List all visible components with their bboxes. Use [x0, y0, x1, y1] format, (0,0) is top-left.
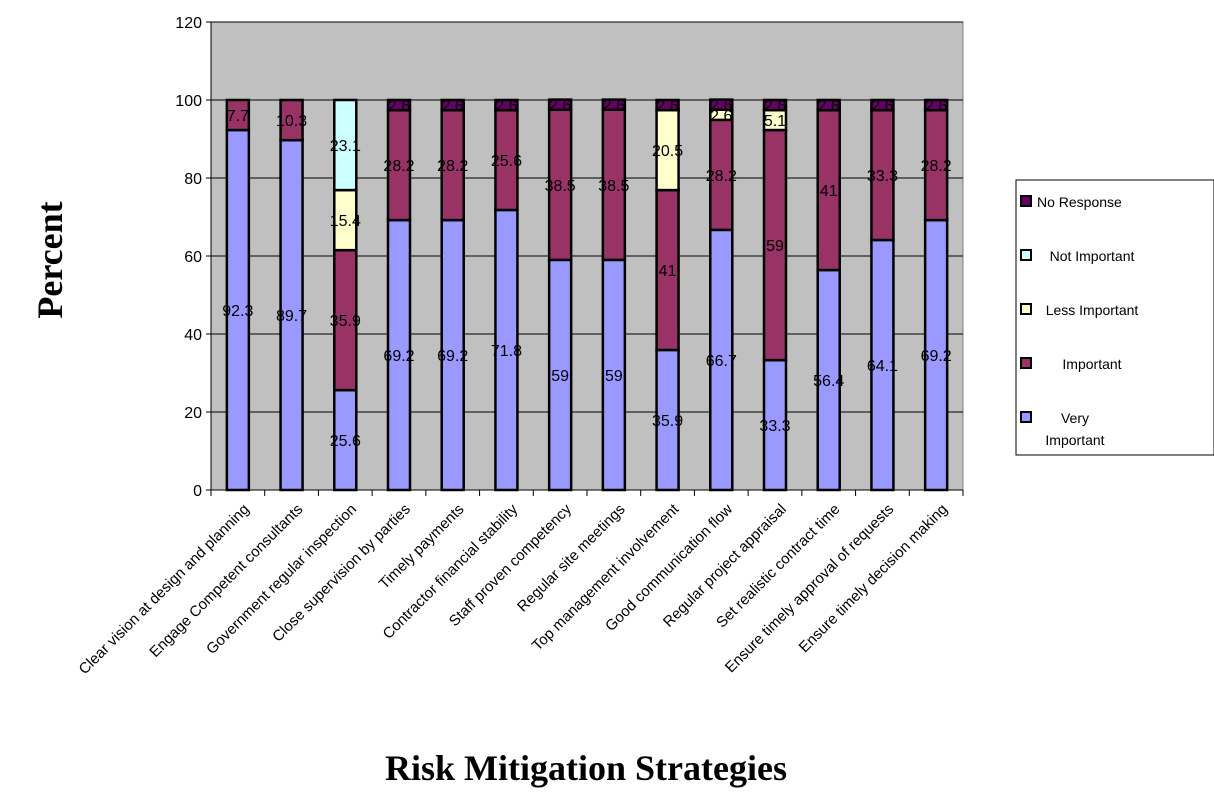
data-label-important-contractor-financial-stability: 25.6 [491, 153, 522, 170]
bar-no-response-ensure-timely-approval-of-requests [870, 98, 895, 112]
bar-important-clear-vision-at-design-and-planning [225, 98, 251, 132]
data-label-very-important-staff-proven-competency: 59 [551, 368, 569, 385]
data-label-very-important-engage-competent-consultants: 89.7 [276, 308, 307, 325]
legend-label-important: Important [1062, 356, 1121, 372]
legend-swatch-less-important [1020, 303, 1032, 315]
data-label-no-response-ensure-timely-decision-making: 2.6 [925, 98, 947, 115]
data-label-less-important-top-management-involvement: 20.5 [652, 143, 683, 160]
data-label-very-important-top-management-involvement: 35.9 [652, 413, 683, 430]
y-tick-label: 20 [184, 405, 202, 422]
bar-no-response-regular-site-meetings [601, 98, 627, 112]
y-tick-label: 120 [175, 15, 202, 32]
legend-label-no-response: No Response [1037, 194, 1122, 210]
bar-no-response-ensure-timely-decision-making [923, 98, 949, 112]
y-axis-title: Percent [30, 201, 70, 318]
data-label-important-set-realistic-contract-time: 41 [820, 183, 838, 200]
data-label-no-response-timely-payments: 2.6 [442, 98, 464, 115]
legend-label-very-important: Important [1045, 432, 1104, 448]
data-label-important-regular-project-appraisal: 59 [766, 238, 784, 255]
data-label-very-important-ensure-timely-decision-making: 69.2 [921, 348, 952, 365]
data-label-no-response-top-management-involvement: 2.6 [656, 98, 678, 115]
data-label-important-timely-payments: 28.2 [437, 158, 468, 175]
bar-no-response-good-communication-flow [709, 98, 734, 112]
data-label-important-government-regular-inspection: 35.9 [330, 313, 361, 330]
legend-swatch-important [1020, 357, 1032, 369]
y-tick-label: 40 [184, 327, 202, 344]
data-label-very-important-set-realistic-contract-time: 56.4 [813, 373, 844, 390]
data-label-no-response-contractor-financial-stability: 2.6 [495, 98, 517, 115]
data-label-important-clear-vision-at-design-and-planning: 7.7 [227, 108, 249, 125]
bars [225, 98, 949, 492]
legend-label-not-important: Not Important [1050, 248, 1135, 264]
legend-swatch-very-important [1020, 411, 1032, 423]
data-label-no-response-regular-project-appraisal: 2.6 [764, 98, 786, 115]
bar-no-response-timely-payments [440, 98, 465, 112]
bar-no-response-contractor-financial-stability [494, 98, 519, 112]
data-label-no-response-set-realistic-contract-time: 2.6 [818, 98, 840, 115]
data-label-no-response-staff-proven-competency: 2.6 [549, 98, 571, 115]
bar-no-response-regular-project-appraisal [762, 98, 788, 112]
data-label-very-important-contractor-financial-stability: 71.8 [491, 343, 522, 360]
data-label-less-important-good-communication-flow: 2.6 [710, 108, 732, 125]
data-label-very-important-ensure-timely-approval-of-requests: 64.1 [867, 358, 898, 375]
data-label-no-response-close-supervision-by-parties: 2.6 [388, 98, 410, 115]
data-label-very-important-clear-vision-at-design-and-planning: 92.3 [222, 303, 253, 320]
x-axis: Clear vision at design and planningEngag… [76, 489, 964, 678]
x-tick-label-regular-site-meetings: Regular site meetings [514, 501, 629, 616]
data-label-important-staff-proven-competency: 38.5 [545, 178, 576, 195]
y-tick-label: 60 [184, 249, 202, 266]
data-label-no-response-ensure-timely-approval-of-requests: 2.6 [871, 98, 893, 115]
bar-important-engage-competent-consultants [279, 98, 304, 142]
x-axis-title: Risk Mitigation Strategies [385, 748, 787, 788]
data-label-very-important-timely-payments: 69.2 [437, 348, 468, 365]
data-label-important-ensure-timely-decision-making: 28.2 [921, 158, 952, 175]
y-tick-label: 80 [184, 171, 202, 188]
y-tick-label: 100 [175, 93, 202, 110]
data-label-very-important-close-supervision-by-parties: 69.2 [383, 348, 414, 365]
bar-no-response-close-supervision-by-parties [386, 98, 412, 112]
data-label-not-important-government-regular-inspection: 23.1 [330, 138, 361, 155]
data-label-no-response-good-communication-flow: 2.6 [710, 98, 732, 115]
data-label-important-engage-competent-consultants: 10.3 [276, 113, 307, 130]
data-label-very-important-government-regular-inspection: 25.6 [330, 433, 361, 450]
legend: No Response Not Important Less Important Im… [1015, 179, 1214, 456]
y-axis: 0 20 40 60 80 100 120 [175, 15, 212, 500]
legend-swatch-not-important [1020, 249, 1032, 261]
data-label-no-response-regular-site-meetings: 2.6 [603, 98, 625, 115]
legend-swatch-no-response [1020, 195, 1032, 207]
data-label-important-good-communication-flow: 28.2 [706, 168, 737, 185]
data-label-important-top-management-involvement: 41 [659, 263, 677, 280]
bar-no-response-staff-proven-competency [547, 98, 573, 112]
bar-no-response-set-realistic-contract-time [816, 98, 841, 112]
legend-label-very-important: Very [1061, 410, 1089, 426]
data-label-less-important-regular-project-appraisal: 5.1 [764, 113, 786, 130]
data-label-important-ensure-timely-approval-of-requests: 33.3 [867, 168, 898, 185]
data-label-very-important-good-communication-flow: 66.7 [706, 353, 737, 370]
legend-box [1015, 179, 1214, 456]
data-label-less-important-government-regular-inspection: 15.4 [330, 213, 361, 230]
data-label-important-close-supervision-by-parties: 28.2 [383, 158, 414, 175]
bar-no-response-top-management-involvement [655, 98, 680, 112]
bar-not-important-government-regular-inspection [333, 98, 358, 192]
data-label-important-regular-site-meetings: 38.5 [598, 178, 629, 195]
data-label-very-important-regular-project-appraisal: 33.3 [759, 418, 790, 435]
y-tick-label: 0 [193, 483, 202, 500]
data-label-very-important-regular-site-meetings: 59 [605, 368, 623, 385]
legend-label-less-important: Less Important [1046, 302, 1139, 318]
data-labels: 92.3 7.7 89.7 10.3 25.6 35.9 15.4 23.1 69.2 28.2 2… [222, 98, 952, 450]
